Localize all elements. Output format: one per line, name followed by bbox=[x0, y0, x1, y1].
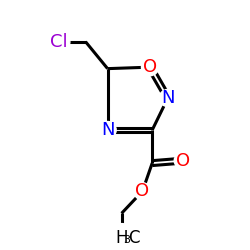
Circle shape bbox=[47, 30, 70, 53]
Text: N: N bbox=[101, 121, 114, 139]
Text: O: O bbox=[176, 152, 190, 170]
Circle shape bbox=[142, 58, 158, 76]
Text: C: C bbox=[128, 229, 140, 247]
Circle shape bbox=[174, 152, 192, 169]
Text: Cl: Cl bbox=[50, 33, 68, 51]
Text: 3: 3 bbox=[124, 235, 130, 245]
Text: H: H bbox=[115, 229, 128, 247]
Text: O: O bbox=[143, 58, 157, 76]
Circle shape bbox=[159, 90, 176, 106]
Text: O: O bbox=[135, 182, 150, 200]
Text: N: N bbox=[161, 89, 174, 107]
Circle shape bbox=[134, 183, 151, 200]
Circle shape bbox=[99, 122, 116, 138]
Circle shape bbox=[108, 224, 136, 250]
